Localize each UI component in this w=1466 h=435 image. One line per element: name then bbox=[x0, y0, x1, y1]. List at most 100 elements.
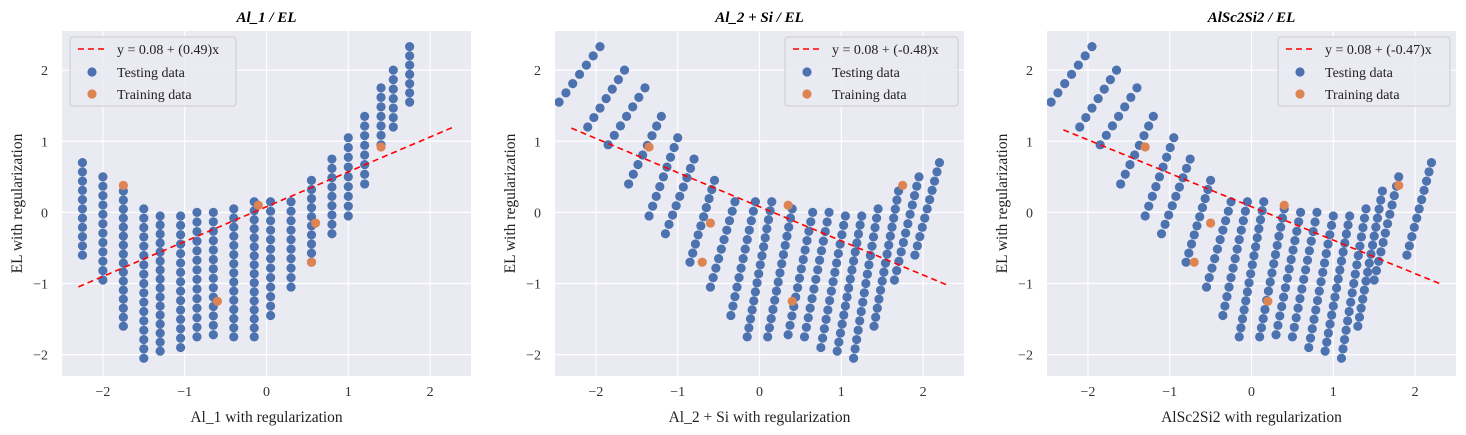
testing-point bbox=[1263, 286, 1274, 296]
testing-point bbox=[822, 217, 832, 227]
testing-point bbox=[265, 254, 276, 264]
testing-point bbox=[1346, 297, 1356, 307]
testing-point bbox=[848, 256, 859, 266]
testing-point bbox=[1111, 65, 1122, 75]
testing-point bbox=[615, 121, 626, 131]
fit-line bbox=[571, 127, 948, 286]
testing-point bbox=[306, 203, 317, 213]
testing-point bbox=[1073, 60, 1083, 70]
testing-point bbox=[1328, 211, 1338, 221]
legend-training-label: Training data bbox=[1325, 88, 1400, 103]
testing-point bbox=[601, 93, 611, 104]
testing-point bbox=[360, 140, 370, 150]
testing-point bbox=[327, 219, 337, 229]
testing-point bbox=[192, 265, 202, 275]
testing-point bbox=[1107, 121, 1118, 131]
testing-point bbox=[1267, 268, 1277, 278]
testing-point bbox=[1299, 274, 1309, 285]
testing-point bbox=[1047, 97, 1056, 107]
testing-point bbox=[1220, 301, 1230, 311]
testing-point bbox=[306, 230, 317, 240]
testing-point bbox=[1335, 265, 1345, 275]
y-tick-label: −1 bbox=[33, 278, 48, 293]
testing-point bbox=[249, 224, 259, 234]
chart-panel-2: −2 −1 0 1 2 −2 −1 0 1 2 Al_2 + Si / EL Al_2 + Si wi… bbox=[502, 10, 964, 426]
testing-point bbox=[1060, 79, 1070, 89]
testing-point bbox=[855, 220, 865, 230]
x-tick-label: −1 bbox=[670, 385, 685, 400]
testing-point bbox=[660, 229, 671, 239]
testing-point bbox=[118, 213, 128, 223]
testing-point bbox=[388, 84, 398, 94]
testing-point bbox=[664, 219, 674, 229]
testing-point bbox=[343, 172, 353, 182]
testing-point bbox=[176, 277, 186, 287]
testing-point bbox=[286, 225, 296, 235]
testing-point bbox=[229, 332, 239, 342]
testing-point bbox=[118, 294, 128, 304]
testing-point bbox=[327, 154, 337, 164]
testing-point bbox=[1120, 169, 1130, 179]
testing-point bbox=[1343, 220, 1353, 230]
testing-point bbox=[1277, 213, 1288, 223]
testing-point bbox=[762, 224, 772, 234]
testing-point bbox=[139, 297, 149, 307]
legend: y = 0.08 + (0.49)x Testing data Training d… bbox=[69, 36, 237, 107]
training-point bbox=[898, 180, 908, 190]
testing-point bbox=[1197, 203, 1208, 213]
testing-point bbox=[1181, 163, 1192, 173]
testing-point bbox=[286, 254, 296, 264]
testing-point bbox=[118, 222, 128, 232]
testing-point bbox=[376, 121, 386, 131]
testing-point bbox=[750, 197, 761, 207]
testing-point bbox=[1325, 319, 1335, 329]
testing-point bbox=[249, 323, 259, 333]
testing-point bbox=[77, 194, 88, 205]
testing-point bbox=[208, 226, 218, 236]
testing-point bbox=[1126, 92, 1136, 102]
testing-point bbox=[1160, 219, 1170, 229]
testing-point bbox=[360, 179, 370, 189]
testing-point bbox=[1304, 246, 1314, 256]
testing-point bbox=[792, 283, 803, 293]
testing-point bbox=[934, 157, 945, 168]
testing-point bbox=[343, 133, 353, 143]
testing-point bbox=[1394, 172, 1404, 182]
testing-point bbox=[745, 314, 756, 324]
testing-point bbox=[249, 305, 259, 315]
x-tick-label: −1 bbox=[177, 385, 192, 400]
testing-point bbox=[1228, 263, 1238, 273]
testing-point bbox=[634, 92, 644, 102]
testing-point bbox=[785, 213, 796, 223]
testing-point bbox=[1304, 342, 1314, 353]
testing-point bbox=[595, 103, 605, 113]
testing-point bbox=[118, 285, 128, 295]
testing-point bbox=[1144, 201, 1154, 211]
testing-point bbox=[744, 225, 754, 235]
testing-point bbox=[388, 122, 398, 132]
testing-point bbox=[1286, 254, 1296, 265]
testing-point bbox=[658, 172, 668, 182]
testing-point bbox=[651, 191, 661, 201]
testing-point bbox=[229, 204, 239, 214]
testing-point bbox=[740, 244, 750, 254]
testing-point bbox=[155, 301, 165, 311]
legend-testing-label: Testing data bbox=[1325, 66, 1394, 81]
testing-point bbox=[1140, 211, 1150, 221]
testing-point bbox=[77, 185, 88, 195]
testing-point bbox=[286, 206, 296, 216]
testing-point bbox=[98, 219, 108, 229]
testing-point bbox=[1372, 213, 1383, 223]
testing-point bbox=[1338, 344, 1348, 354]
testing-point bbox=[208, 217, 218, 227]
testing-point bbox=[118, 321, 128, 331]
testing-point bbox=[1356, 303, 1366, 313]
testing-point bbox=[794, 273, 805, 283]
testing-point bbox=[1120, 102, 1130, 112]
testing-point bbox=[229, 313, 239, 324]
testing-point bbox=[1223, 206, 1233, 216]
testing-point bbox=[176, 295, 186, 306]
testing-point bbox=[742, 235, 752, 245]
testing-point bbox=[607, 84, 617, 94]
testing-point bbox=[1363, 267, 1373, 277]
